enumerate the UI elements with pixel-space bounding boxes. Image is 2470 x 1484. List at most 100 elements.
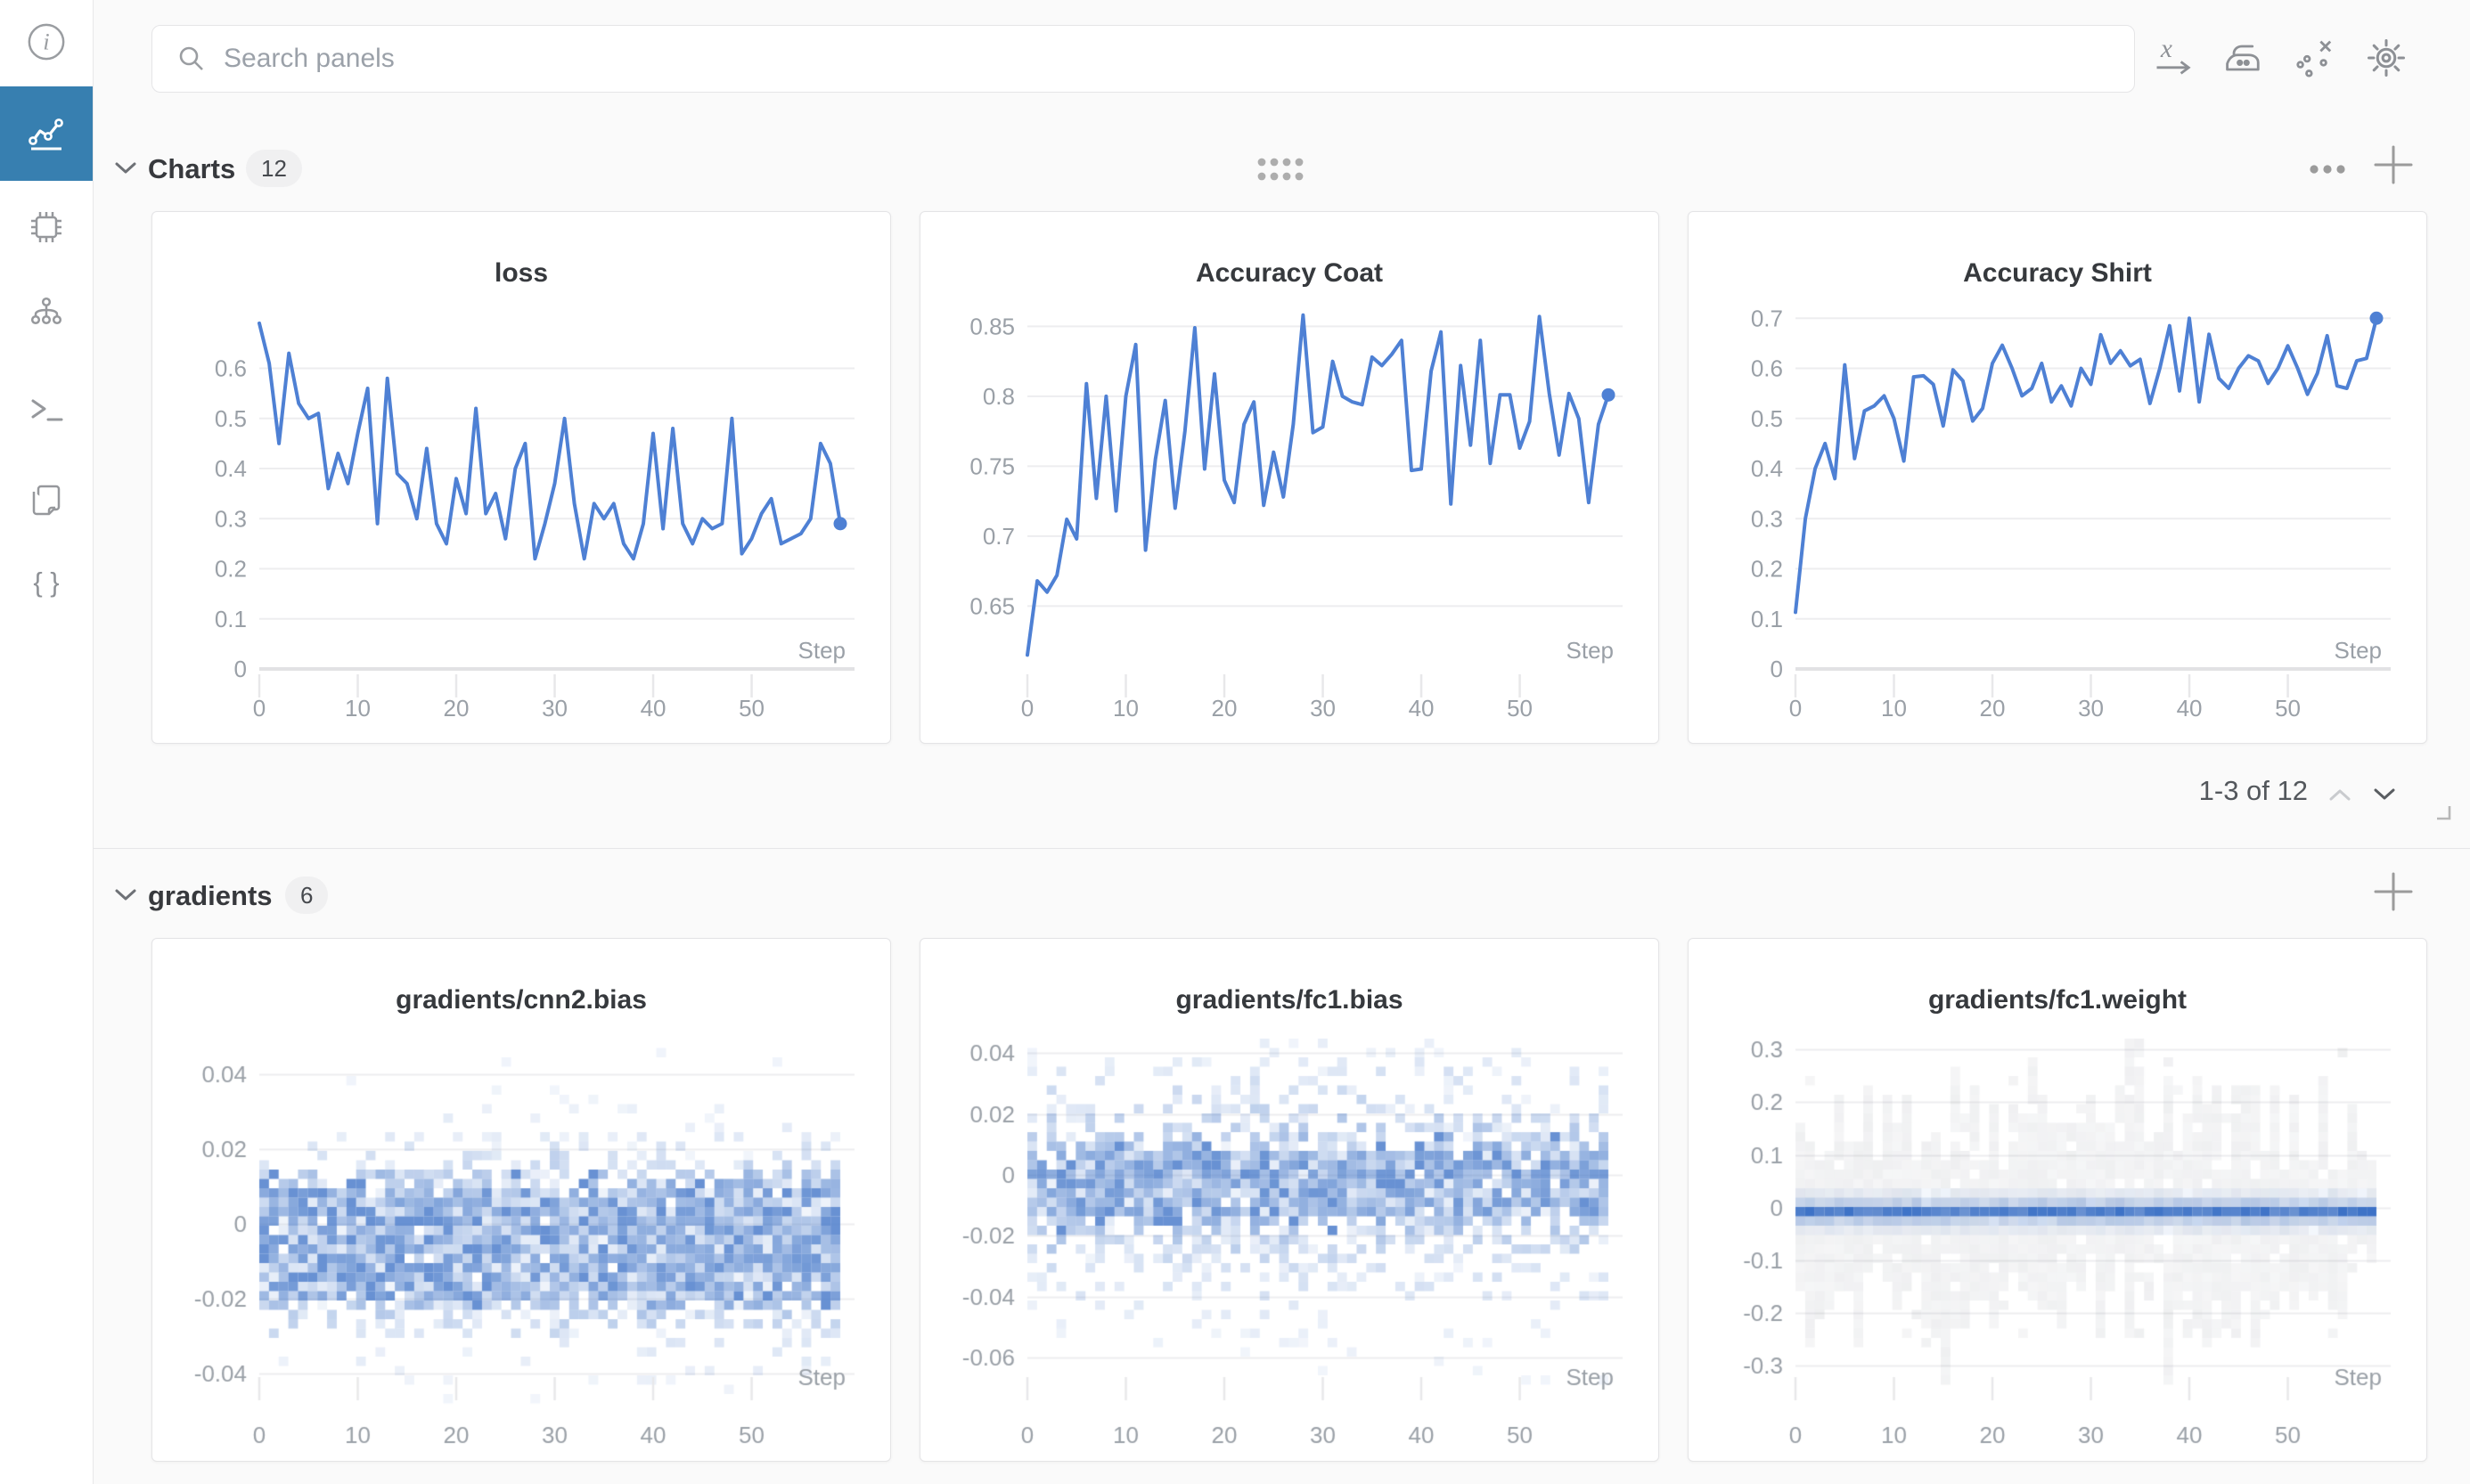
svg-text:0.65: 0.65 [969, 592, 1015, 619]
svg-text:20: 20 [1212, 695, 1238, 722]
section-drag-handle[interactable] [1256, 157, 1306, 182]
svg-text:0.7: 0.7 [1751, 305, 1783, 331]
svg-text:Step: Step [798, 637, 847, 664]
loss-line-chart: 0 0.1 0.2 0.3 0.4 0.5 0.6 0 10 20 30 40 50 Step [215, 321, 855, 722]
tree-icon [30, 297, 62, 325]
svg-text:40: 40 [2177, 695, 2203, 722]
charts-section-collapse-button[interactable] [107, 150, 144, 187]
svg-text:0.3: 0.3 [215, 505, 247, 532]
svg-text:0.7: 0.7 [983, 523, 1015, 550]
svg-text:0.5: 0.5 [215, 405, 247, 432]
panel-accuracy-coat[interactable]: Accuracy Coat 0.65 0.7 0.75 0.8 0.85 0 10 20 30 4… [920, 211, 1659, 744]
plus-icon [2374, 145, 2413, 184]
svg-text:30: 30 [1310, 695, 1336, 722]
panel-gradients-cnn2-bias[interactable]: gradients/cnn2.bias [151, 938, 892, 1463]
panel-title: Accuracy Coat [1195, 258, 1384, 288]
accuracy-shirt-line-chart: 0 0.1 0.2 0.3 0.4 0.5 0.6 0.7 0 10 20 30 40 50 Step [1751, 305, 2391, 722]
gear-icon [2367, 38, 2406, 77]
svg-text:30: 30 [2078, 695, 2104, 722]
pagination-prev-button[interactable] [2319, 777, 2361, 812]
search-icon [179, 46, 203, 70]
braces-icon: { } [33, 567, 59, 598]
svg-text:Step: Step [2335, 637, 2383, 664]
smoothing-iron-icon [2226, 45, 2260, 71]
chevron-down-icon [2374, 788, 2395, 800]
pagination-next-button[interactable] [2363, 777, 2406, 812]
chip-icon [31, 212, 61, 242]
x-axis-icon: x [2156, 35, 2191, 75]
sidebar-item-config[interactable]: { } [0, 554, 93, 611]
charts-count-badge: 12 [246, 150, 302, 187]
svg-text:0.6: 0.6 [1751, 355, 1783, 382]
smoothing-button[interactable] [2218, 32, 2270, 84]
svg-text:0.4: 0.4 [215, 455, 247, 482]
sidebar-item-logs[interactable] [0, 381, 93, 438]
svg-text:0.3: 0.3 [1751, 505, 1783, 532]
svg-text:0.2: 0.2 [1751, 556, 1783, 583]
svg-text:x: x [2160, 35, 2172, 63]
line-chart-icon [29, 118, 63, 151]
charts-section-title: Charts [148, 153, 236, 184]
svg-text:Step: Step [1566, 637, 1615, 664]
svg-text:0: 0 [253, 695, 266, 722]
sidebar-item-sweeps[interactable] [0, 284, 93, 341]
panel-loss[interactable]: loss 0 0.1 0.2 0.3 0.4 0.5 0.6 0 10 20 30 40 50 Step [151, 211, 891, 744]
outlier-settings-button[interactable] [2291, 32, 2343, 84]
gradients-count-badge: 6 [285, 877, 329, 914]
fc1-bias-heatmap [920, 939, 1660, 1463]
settings-button[interactable] [2360, 32, 2412, 84]
gradients-section-collapse-button[interactable] [107, 877, 144, 914]
sidebar-item-system[interactable] [0, 199, 93, 256]
svg-text:50: 50 [2275, 695, 2301, 722]
panel-title: loss [494, 258, 549, 288]
chevron-down-icon [115, 162, 136, 174]
search-input[interactable] [222, 43, 2134, 75]
svg-text:0.8: 0.8 [983, 383, 1015, 410]
panel-gradients-fc1-bias[interactable]: gradients/fc1.bias [920, 938, 1660, 1463]
panel-gradients-fc1-weight[interactable]: gradients/fc1.weight [1688, 938, 2428, 1463]
resize-corner-icon [2437, 806, 2451, 820]
svg-text:i: i [43, 29, 49, 55]
sidebar: i { } [0, 0, 94, 1484]
charts-add-panel-button[interactable] [2371, 143, 2416, 187]
svg-text:0.1: 0.1 [1751, 606, 1783, 632]
svg-text:20: 20 [1980, 695, 2006, 722]
ellipsis-icon [2310, 165, 2345, 174]
cnn2-bias-heatmap [152, 939, 892, 1463]
svg-text:0: 0 [1771, 656, 1783, 682]
files-icon [32, 485, 61, 516]
drag-dots-icon [1257, 158, 1304, 181]
svg-text:{ }: { } [33, 567, 59, 598]
terminal-icon [31, 399, 63, 421]
svg-text:10: 10 [1113, 695, 1139, 722]
outlier-points-icon [2296, 40, 2332, 77]
svg-text:0.4: 0.4 [1751, 455, 1783, 482]
sidebar-item-charts[interactable] [0, 86, 93, 181]
svg-text:20: 20 [444, 695, 470, 722]
svg-text:40: 40 [641, 695, 667, 722]
gradients-section-title: gradients [148, 880, 273, 911]
charts-overflow-menu-button[interactable] [2306, 148, 2349, 191]
svg-text:0.75: 0.75 [969, 453, 1015, 479]
svg-text:50: 50 [1507, 695, 1533, 722]
section-resize-handle[interactable] [2433, 802, 2454, 823]
sidebar-item-files[interactable] [0, 472, 93, 529]
gradients-add-panel-button[interactable] [2371, 869, 2416, 914]
accuracy-coat-line-chart: 0.65 0.7 0.75 0.8 0.85 0 10 20 30 40 50 Step [969, 313, 1623, 722]
chevron-down-icon [115, 889, 136, 901]
svg-text:10: 10 [345, 695, 371, 722]
chevron-up-icon [2329, 789, 2351, 801]
svg-text:0.1: 0.1 [215, 606, 247, 632]
sidebar-item-info[interactable]: i [0, 13, 93, 70]
panel-accuracy-shirt[interactable]: Accuracy Shirt 0 0.1 0.2 0.3 0.4 0.5 0.6 0.7 0 10… [1688, 211, 2427, 744]
fc1-weight-heatmap [1689, 939, 2428, 1463]
panel-title: Accuracy Shirt [1963, 258, 2152, 288]
pagination-label: 1-3 of 12 [2198, 775, 2308, 806]
svg-text:50: 50 [739, 695, 765, 722]
x-axis-settings-button[interactable]: x [2148, 32, 2200, 84]
svg-text:0.6: 0.6 [215, 355, 247, 382]
search-panel-bar [151, 25, 2135, 93]
svg-text:0.85: 0.85 [969, 313, 1015, 339]
plus-icon [2374, 872, 2413, 911]
